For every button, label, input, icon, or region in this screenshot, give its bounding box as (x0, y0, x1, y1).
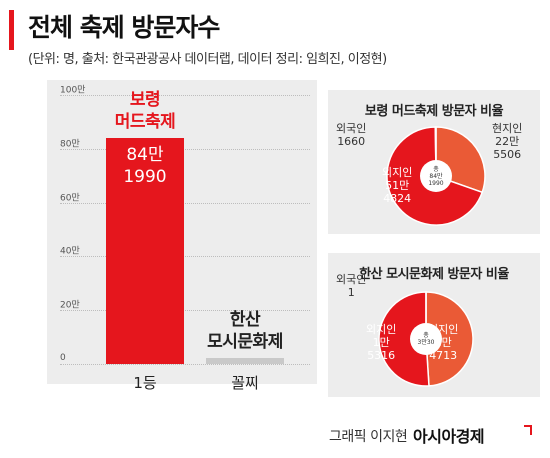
y-tick-label: 0 (60, 353, 66, 363)
slice-value: 5316 (367, 349, 396, 362)
slice-name: 외지인 (366, 323, 397, 336)
category-label: 1등 (133, 374, 157, 392)
pie-slice-label: 외지인 51만 4824 (382, 166, 412, 205)
pie-slice (378, 291, 430, 387)
bar-name-line: 모시문화제 (207, 332, 283, 352)
slice-value: 1660 (337, 135, 366, 148)
pie-chart-hansan: 한산 모시문화제 방문자 비율 현지인 1만 4713 외지인 1만 5316 외국인 1 총 3… (328, 253, 540, 397)
category-label: 꼴찌 (231, 374, 259, 392)
pie-center-total: 총 3만30 (410, 323, 442, 355)
slice-value: 5506 (493, 148, 522, 161)
slice-value: 1만 (372, 336, 390, 349)
y-tick-label: 80만 (60, 139, 80, 150)
y-tick-label: 40만 (60, 246, 80, 257)
category-row (47, 384, 317, 408)
pie-slice-label: 외지인 1만 5316 (366, 323, 396, 362)
bar-name-label: 한산 모시문화제 (180, 309, 310, 353)
title-accent-bar (9, 10, 14, 50)
page-title: 전체 축제 방문자수 (28, 13, 220, 42)
center-label-line: 1990 (428, 179, 444, 187)
pie-slice-label: 외국인 1 (336, 273, 366, 299)
gridline (60, 202, 310, 204)
bar-value-line: 1990 (123, 166, 167, 187)
brand-logo-text: 아시아경제 (413, 427, 485, 446)
pie-center-total: 총 84만 1990 (420, 160, 452, 192)
pie-title: 보령 머드축제 방문자 비율 (364, 104, 504, 119)
pie-slice (425, 291, 474, 387)
bar-value-line: 84만 (126, 144, 164, 165)
gridline (60, 256, 310, 258)
bar-name-line: 보령 (129, 89, 161, 110)
pie-svg (378, 291, 474, 387)
slice-name: 외국인 (336, 273, 367, 286)
y-tick-label: 20만 (60, 300, 80, 311)
slice-name: 현지인 (492, 122, 523, 135)
pie-slice-label: 외국인 1660 (336, 122, 366, 148)
y-tick-label: 100만 (60, 85, 86, 96)
slice-name: 외지인 (382, 166, 413, 179)
gridline (60, 148, 310, 150)
page-subtitle: (단위: 명, 출처: 한국관광공사 데이터랩, 데이터 정리: 임희진, 이정… (28, 52, 387, 67)
bar-name-line: 한산 (229, 310, 261, 330)
slice-value: 1 (347, 286, 355, 299)
bar-name-label: 보령 머드축제 (80, 89, 210, 133)
gridline (60, 364, 310, 365)
graphic-credit: 그래픽 이지현 (329, 429, 408, 445)
bar-value-label: 84만 1990 (95, 144, 195, 188)
center-label-line: 84만 (429, 172, 443, 180)
slice-value: 22만 (495, 135, 520, 148)
bar (206, 358, 284, 364)
y-tick-label: 60만 (60, 193, 80, 204)
center-label-line: 총 (423, 332, 429, 339)
slice-name: 외국인 (336, 122, 367, 135)
slice-value: 4824 (383, 192, 412, 205)
pie-title: 한산 모시문화제 방문자 비율 (359, 267, 509, 282)
center-label-line: 총 (433, 165, 439, 173)
slice-value: 51만 (385, 179, 410, 192)
center-label-line: 3만30 (417, 339, 435, 346)
pie-chart-boryeong: 보령 머드축제 방문자 비율 현지인 22만 5506 외지인 51만 4824 외국인 16… (328, 90, 540, 234)
slice-value: 4713 (429, 349, 458, 362)
gridline (60, 310, 310, 312)
bar (106, 137, 184, 364)
pie-slice-label: 현지인 22만 5506 (492, 122, 522, 161)
bar-name-line: 머드축제 (114, 111, 176, 132)
gridline (60, 95, 310, 96)
brand-mark-icon (524, 425, 532, 435)
pie-slice (434, 126, 437, 177)
